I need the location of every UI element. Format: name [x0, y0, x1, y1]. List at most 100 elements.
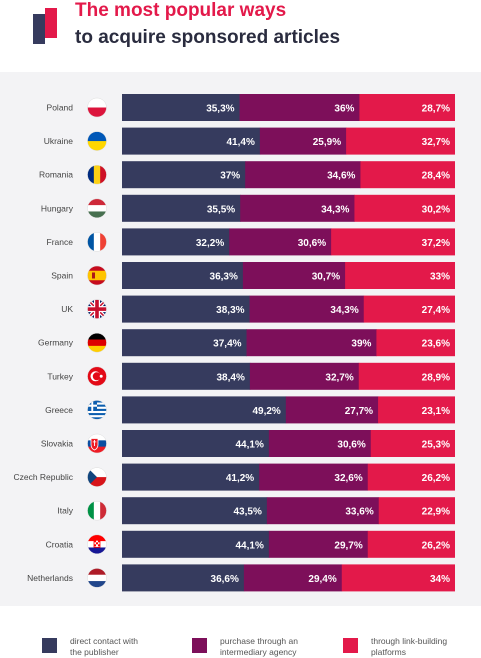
bar-segment — [370, 430, 455, 457]
data-label: 34,6% — [327, 171, 355, 182]
bar-segment — [122, 463, 260, 491]
poland-flag-icon — [87, 97, 107, 118]
greece-flag-icon — [87, 400, 107, 420]
data-label: 22,9% — [422, 507, 450, 518]
data-label: 38,3% — [216, 305, 244, 316]
category-label: Slovakia — [41, 439, 73, 449]
bar-segment — [122, 497, 268, 525]
bar-segment — [345, 262, 455, 289]
data-label: 30,7% — [312, 272, 340, 283]
category-label: Hungary — [41, 203, 74, 213]
data-label: 29,4% — [308, 574, 336, 585]
data-label: 37% — [220, 171, 240, 182]
bar-segment — [242, 262, 346, 289]
bar-row-croatia: Croatia 44,1% 29,7% 26,2% — [46, 530, 455, 558]
bar-segment — [122, 262, 244, 289]
bar-segment — [285, 396, 379, 424]
stacked-bar-chart: Poland 35,3% 36% 28,7% Ukraine 41,4% 25,9% 32,7… — [13, 94, 455, 592]
bar-segment — [122, 94, 240, 121]
data-label: 38,4% — [217, 372, 245, 383]
bar-segment — [376, 329, 455, 357]
bar-segment — [378, 497, 455, 525]
data-label: 23,6% — [422, 339, 450, 350]
data-label: 32,7% — [422, 137, 450, 148]
category-label: Croatia — [46, 539, 74, 549]
bar-segment — [122, 329, 247, 357]
bar-segment — [354, 194, 455, 222]
bar-row-turkey: Turkey 38,4% 32,7% 28,9% — [47, 362, 455, 390]
category-label: France — [47, 237, 74, 247]
bar-segment — [268, 430, 372, 457]
data-label: 26,2% — [422, 540, 450, 551]
legend-label-agency: purchase through an intermediary agency — [220, 636, 340, 658]
data-label: 35,5% — [207, 204, 235, 215]
bar-segment — [239, 94, 360, 121]
bar-segment — [246, 329, 377, 357]
category-label: Ukraine — [44, 136, 74, 146]
bar-segment — [341, 564, 455, 592]
data-label: 30,6% — [337, 440, 365, 451]
turkey-flag-icon — [87, 366, 107, 387]
romania-flag-icon — [87, 164, 107, 185]
data-label: 36,3% — [210, 272, 238, 283]
bar-row-poland: Poland 35,3% 36% 28,7% — [47, 94, 455, 121]
bar-segment — [122, 194, 241, 222]
bar-segment — [259, 463, 369, 491]
data-label: 37,4% — [213, 339, 241, 350]
bar-row-slovakia: Slovakia 44,1% 30,6% 25,3% — [41, 430, 455, 457]
chart-title-line2: to acquire sponsored articles — [75, 27, 341, 48]
data-label: 27,4% — [422, 305, 450, 316]
bar-row-ukraine: Ukraine 41,4% 25,9% 32,7% — [44, 127, 455, 155]
data-label: 33% — [430, 272, 450, 283]
bar-row-france: France 32,2% 30,6% 37,2% — [47, 228, 455, 256]
bar-row-romania: Romania 37% 34,6% 28,4% — [39, 161, 455, 189]
bar-segment — [122, 564, 245, 592]
bar-segment — [122, 362, 251, 390]
data-label: 41,4% — [227, 137, 255, 148]
data-label: 30,6% — [298, 238, 326, 249]
bar-row-greece: Greece 49,2% 27,7% 23,1% — [45, 396, 455, 424]
bar-segment — [243, 564, 343, 592]
bar-row-netherlands: Netherlands 36,6% 29,4% 34% — [27, 564, 455, 592]
czech-republic-flag-icon — [87, 467, 107, 487]
bar-segment — [122, 430, 270, 457]
bar-segment — [360, 161, 455, 189]
germany-flag-icon — [87, 332, 107, 353]
data-label: 28,7% — [422, 104, 450, 115]
header: The most popular ways to acquire sponsor… — [0, 0, 481, 72]
bar-segment — [249, 295, 365, 323]
bar-segment — [367, 463, 455, 491]
category-label: Czech Republic — [13, 472, 73, 482]
data-label: 25,9% — [313, 137, 341, 148]
legend-label-platforms-line2: platforms — [371, 647, 406, 657]
bar-row-italy: Italy 43,5% 33,6% 22,9% — [57, 497, 455, 525]
data-label: 49,2% — [252, 406, 280, 417]
data-label: 26,2% — [422, 473, 450, 484]
data-label: 34,3% — [321, 204, 349, 215]
bar-segment — [122, 127, 261, 155]
category-label: Italy — [57, 506, 73, 516]
bar-segment — [122, 530, 270, 558]
category-label: Netherlands — [27, 573, 73, 583]
data-label: 28,9% — [422, 372, 450, 383]
data-label: 32,6% — [334, 473, 362, 484]
data-label: 44,1% — [235, 440, 263, 451]
bar-segment — [240, 194, 355, 222]
category-label: Turkey — [47, 371, 73, 381]
spain-flag-icon — [87, 265, 107, 286]
category-label: Poland — [47, 103, 74, 113]
data-label: 37,2% — [422, 238, 450, 249]
bar-segment — [268, 530, 369, 558]
legend-swatch-agency — [192, 638, 207, 653]
legend-label-direct: direct contact with the publisher — [70, 636, 190, 658]
bar-segment — [229, 228, 332, 256]
bar-segment — [259, 127, 347, 155]
legend-swatch-platforms — [343, 638, 358, 653]
data-label: 35,3% — [206, 104, 234, 115]
data-label: 34,3% — [330, 305, 358, 316]
ukraine-flag-icon — [87, 131, 107, 151]
data-label: 36% — [334, 104, 354, 115]
legend-label-agency-line1: purchase through an — [220, 636, 298, 646]
data-label: 41,2% — [226, 473, 254, 484]
data-label: 36,6% — [211, 574, 239, 585]
